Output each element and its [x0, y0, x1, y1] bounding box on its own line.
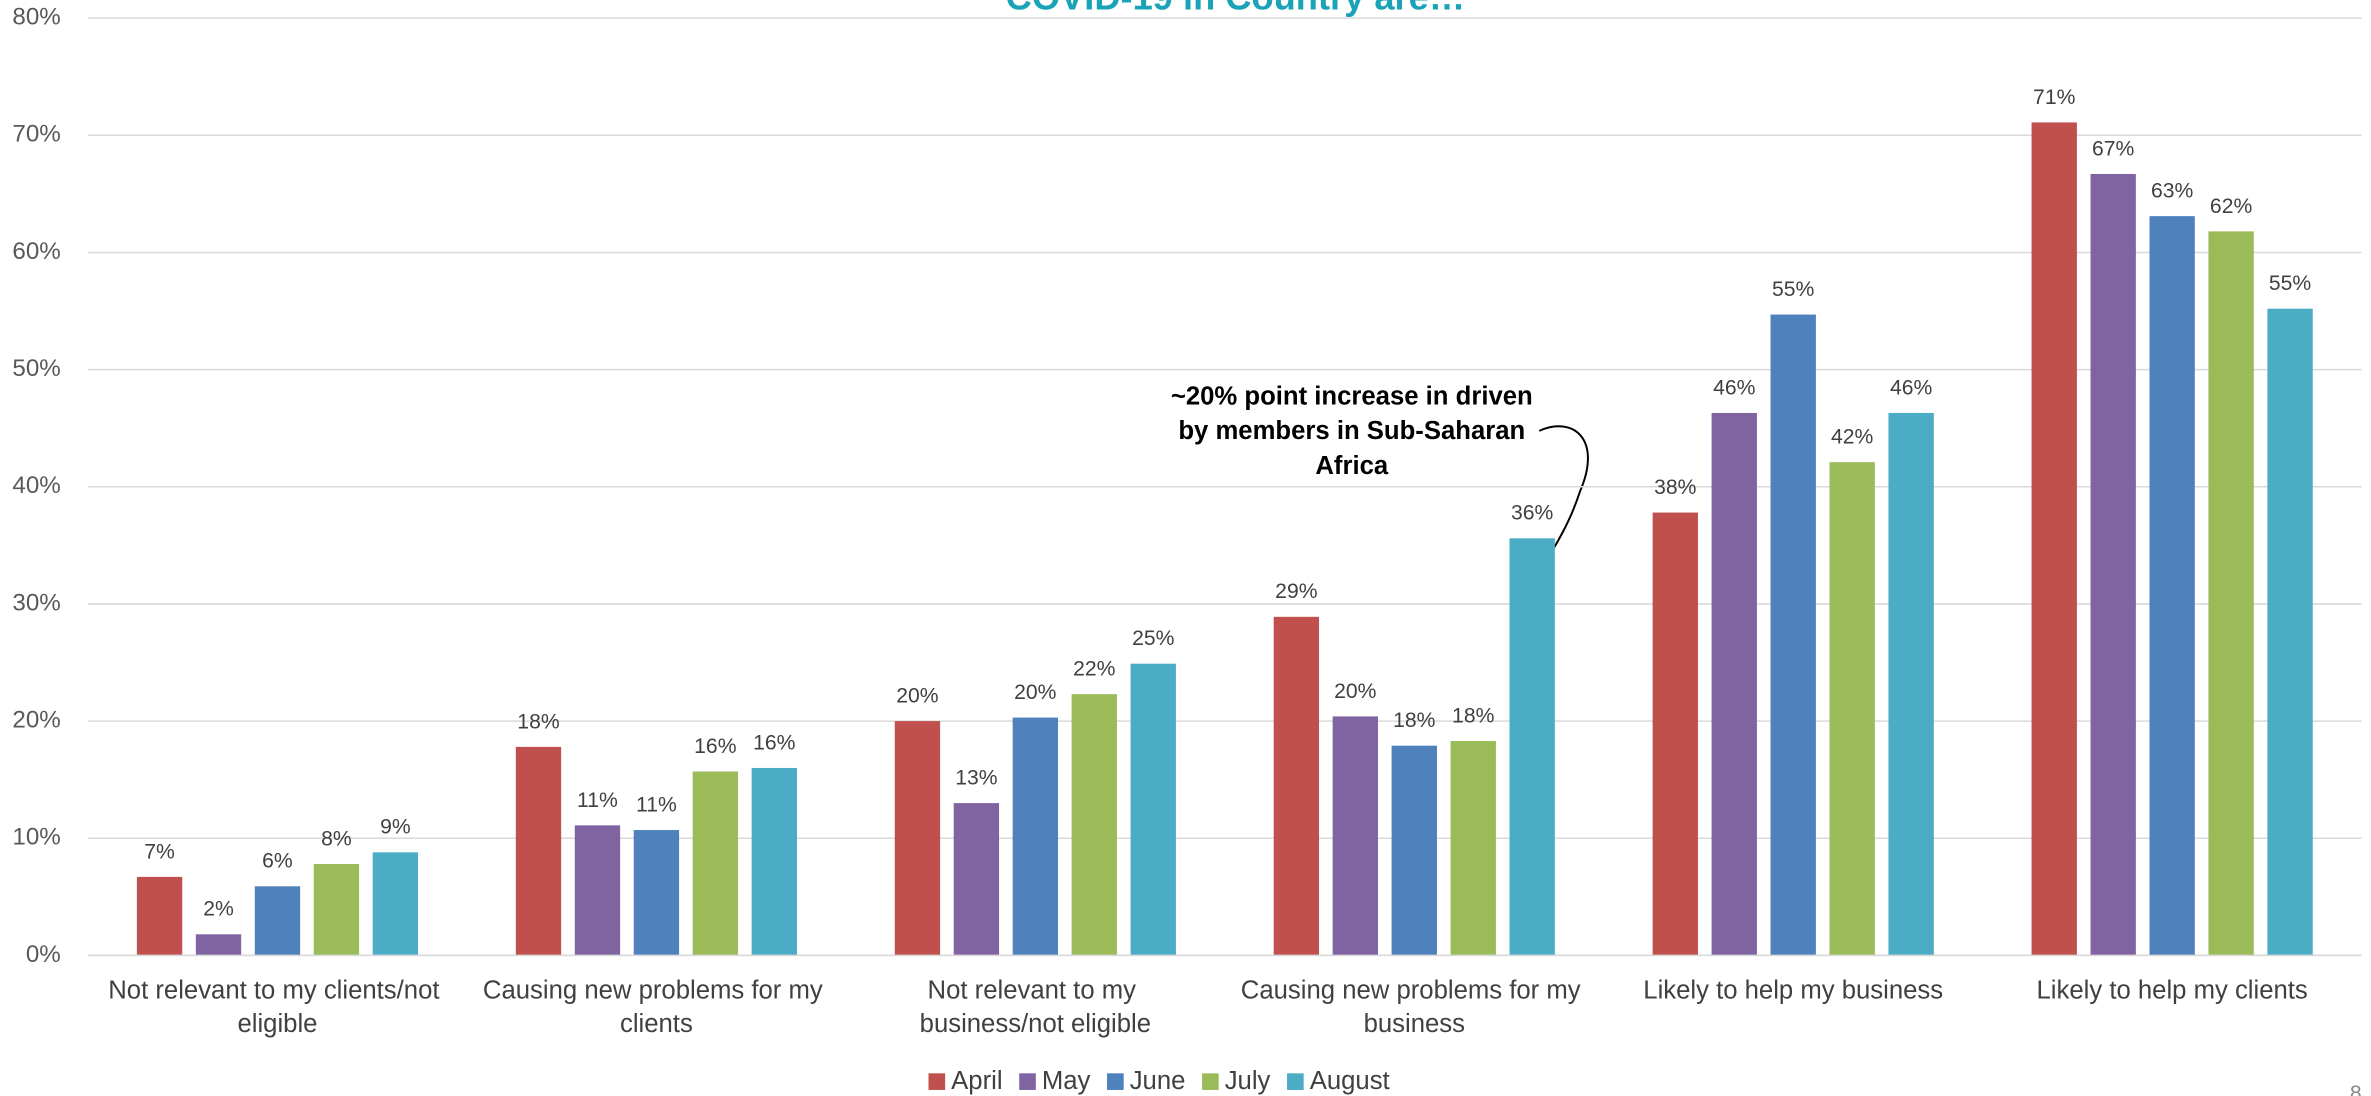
bar — [574, 825, 621, 956]
annotation: ~20% point increase in driven — [1171, 382, 1533, 410]
value-label: 9% — [380, 816, 411, 839]
value-label: 7% — [144, 840, 175, 863]
bar — [1770, 314, 1816, 956]
legend-label: May — [1042, 1067, 1091, 1095]
bar — [1509, 538, 1555, 956]
annotation: Africa — [1315, 452, 1389, 480]
value-label: 20% — [1334, 680, 1377, 703]
bar — [313, 864, 360, 956]
value-label: 55% — [1772, 278, 1815, 301]
annotation-leader — [1538, 425, 1589, 548]
bar — [2090, 173, 2136, 956]
value-label: 63% — [2151, 180, 2194, 203]
y-tick-label: 30% — [12, 589, 60, 616]
bar — [1652, 512, 1698, 956]
bar — [1391, 745, 1437, 956]
value-label: 13% — [955, 767, 998, 790]
legend-label: July — [1225, 1067, 1271, 1095]
value-label: 18% — [1393, 709, 1436, 732]
value-label: 22% — [1073, 658, 1116, 681]
y-tick-label: 20% — [12, 706, 60, 733]
bar — [1332, 716, 1378, 956]
bar — [1450, 741, 1496, 956]
legend-swatch — [1287, 1073, 1304, 1090]
bar — [515, 746, 562, 956]
value-label: 11% — [577, 789, 618, 812]
value-label: 38% — [1654, 476, 1697, 499]
bar — [254, 886, 301, 956]
bar — [1711, 412, 1757, 956]
value-label: 36% — [1511, 502, 1554, 525]
value-label: 67% — [2092, 137, 2135, 160]
chart-title: COVID-19 in Country are… — [1006, 0, 1465, 18]
value-label: 16% — [694, 735, 737, 758]
value-label: 18% — [1452, 704, 1495, 727]
value-label: 46% — [1713, 376, 1756, 399]
bar — [1829, 462, 1875, 956]
value-label: 11% — [636, 793, 677, 816]
value-label: 25% — [1132, 627, 1175, 650]
bar — [136, 876, 183, 956]
bar — [894, 721, 941, 956]
bar — [2267, 308, 2313, 956]
annotation: by members in Sub-Saharan — [1178, 417, 1525, 445]
bar — [1273, 616, 1320, 956]
bar — [2208, 231, 2254, 956]
y-tick-label: 50% — [12, 355, 60, 382]
bar — [1012, 717, 1059, 956]
x-tick-label: Likely to help my clients — [2037, 976, 2308, 1004]
x-tick-label: Causing new problems for my business — [1241, 976, 1588, 1037]
bar — [2149, 216, 2195, 956]
value-label: 6% — [262, 850, 293, 873]
bar — [372, 852, 419, 956]
page-number: 8 — [2350, 1082, 2362, 1096]
y-tick-label: 60% — [12, 238, 60, 265]
value-label: 16% — [753, 731, 796, 754]
y-tick-label: 10% — [12, 824, 60, 851]
legend-swatch — [928, 1073, 946, 1090]
y-tick-label: 70% — [12, 121, 60, 148]
value-label: 2% — [203, 898, 234, 921]
value-label: 71% — [2033, 86, 2076, 109]
x-tick-label: Not relevant to my business/not eligible — [920, 976, 1151, 1037]
bar — [1071, 694, 1117, 956]
legend-label: April — [951, 1067, 1002, 1095]
bar — [751, 767, 797, 956]
y-tick-label: 0% — [26, 941, 61, 968]
legend-label: August — [1310, 1067, 1390, 1095]
bar — [2031, 122, 2077, 956]
value-label: 42% — [1831, 426, 1874, 449]
bar — [953, 803, 1000, 956]
value-label: 8% — [321, 827, 352, 850]
value-label: 18% — [517, 710, 560, 733]
x-tick-label: Causing new problems for my clients — [483, 976, 830, 1037]
value-label: 20% — [1014, 681, 1057, 704]
value-label: 20% — [896, 684, 939, 707]
value-label: 62% — [2210, 195, 2253, 218]
x-tick-label: Not relevant to my clients/not eligible — [108, 976, 446, 1037]
bar — [633, 830, 680, 956]
bar — [1130, 663, 1176, 956]
x-tick-label: Likely to help my business — [1643, 976, 1943, 1004]
legend-label: June — [1130, 1067, 1186, 1095]
bar — [692, 771, 739, 956]
y-tick-label: 40% — [12, 472, 60, 499]
bar — [195, 934, 242, 956]
y-tick-label: 80% — [12, 4, 60, 31]
legend-swatch — [1019, 1073, 1036, 1090]
value-label: 55% — [2269, 272, 2312, 295]
legend-swatch — [1202, 1073, 1219, 1090]
value-label: 29% — [1275, 580, 1318, 603]
bar — [1888, 412, 1934, 956]
legend-swatch — [1107, 1073, 1124, 1090]
value-label: 46% — [1890, 376, 1933, 399]
